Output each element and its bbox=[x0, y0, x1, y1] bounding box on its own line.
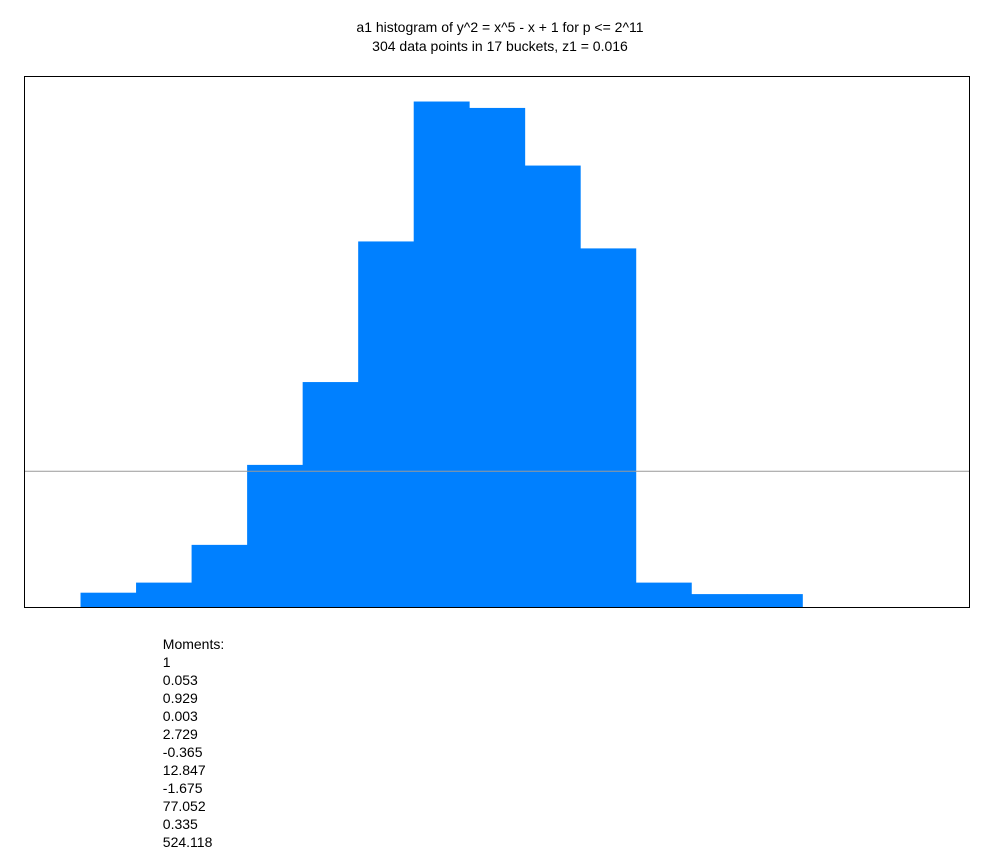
histogram-bar bbox=[746, 594, 803, 607]
histogram-bar bbox=[580, 248, 637, 607]
histogram-chart bbox=[24, 76, 970, 608]
histogram-bar bbox=[247, 464, 304, 607]
moment-value: -0.365 bbox=[162, 744, 203, 760]
chart-title: a1 histogram of y^2 = x^5 - x + 1 for p … bbox=[356, 19, 644, 35]
moment-value: 0.929 bbox=[162, 690, 198, 706]
histogram-bar bbox=[691, 594, 748, 607]
moment-value: 524.118 bbox=[162, 834, 213, 850]
moment-value: 77.052 bbox=[162, 798, 206, 814]
histogram-bar bbox=[136, 582, 192, 607]
histogram-bar bbox=[358, 241, 415, 607]
moment-value: 0.003 bbox=[162, 708, 198, 724]
moment-value: 12.847 bbox=[162, 762, 206, 778]
histogram-bar bbox=[635, 582, 692, 607]
histogram-bar bbox=[524, 165, 581, 607]
moments-label: Moments: bbox=[162, 636, 225, 652]
moment-value: 0.053 bbox=[162, 672, 198, 688]
moment-value: 1 bbox=[162, 654, 171, 670]
histogram-bar bbox=[302, 382, 359, 607]
plot-frame bbox=[24, 76, 970, 608]
histogram-bar bbox=[413, 101, 470, 608]
chart-subtitle: 304 data points in 17 buckets, z1 = 0.01… bbox=[372, 38, 628, 54]
moment-value: -1.675 bbox=[162, 780, 203, 796]
moment-value: 2.729 bbox=[162, 726, 198, 742]
histogram-bar bbox=[469, 107, 526, 608]
histogram-bars bbox=[80, 101, 803, 608]
moment-value: 0.335 bbox=[162, 816, 198, 832]
moments-row: Moments: 1 0.053 0.929 0.003 2.729 -0.36… bbox=[155, 617, 224, 851]
histogram-bar bbox=[191, 544, 248, 607]
histogram-bar bbox=[80, 592, 137, 607]
